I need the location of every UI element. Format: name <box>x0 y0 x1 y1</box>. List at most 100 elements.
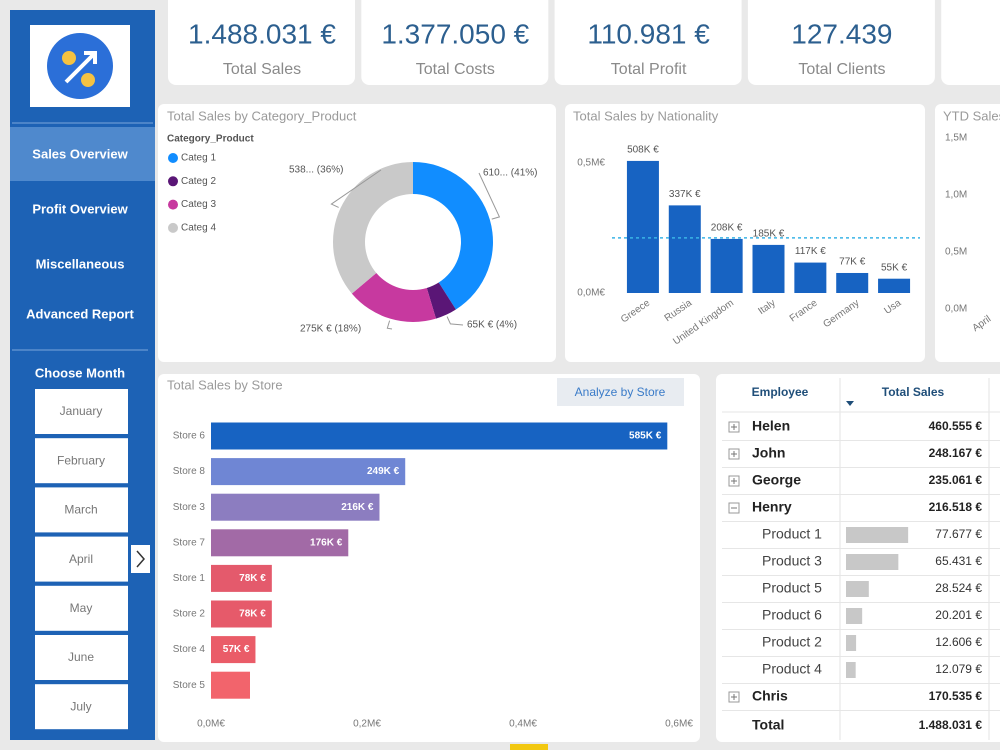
row-label: Helen <box>752 418 790 434</box>
y-tick-label: Store 1 <box>173 573 206 584</box>
month-label[interactable]: April <box>69 552 93 566</box>
total-label: Total <box>752 717 784 733</box>
data-label: 538... (36%) <box>289 165 343 176</box>
kpi-value: 110.981 € <box>587 18 710 49</box>
legend-label: Categ 1 <box>181 153 216 164</box>
bar <box>836 272 869 293</box>
bar <box>626 160 659 293</box>
bar <box>211 671 250 699</box>
y-tick-label: Store 7 <box>173 537 206 548</box>
legend-marker <box>168 199 178 210</box>
column-header: Employee <box>752 385 809 399</box>
row-label: Product 6 <box>762 607 822 623</box>
data-bar <box>846 635 857 651</box>
row-label: Product 5 <box>762 580 822 596</box>
y-tick-label: 0,5M <box>945 247 967 258</box>
month-button[interactable] <box>35 487 128 533</box>
cell-value: 12.079 € <box>935 662 982 676</box>
next-button[interactable] <box>131 545 150 573</box>
data-bar <box>846 527 909 543</box>
bar <box>668 205 701 293</box>
row-label: Product 2 <box>762 634 822 650</box>
card <box>565 104 925 362</box>
y-tick-label: Store 2 <box>173 609 206 620</box>
kpi-card <box>941 0 1000 85</box>
row-label: Product 1 <box>762 526 822 542</box>
month-button[interactable] <box>35 635 128 680</box>
bar <box>211 600 272 628</box>
chart-title: Total Sales by Store <box>167 377 283 392</box>
month-label[interactable]: June <box>68 650 94 664</box>
bar <box>710 238 743 293</box>
data-label: 208K € <box>711 223 743 234</box>
month-label[interactable]: May <box>70 601 93 615</box>
legend-marker <box>168 153 178 163</box>
bar <box>211 458 406 486</box>
month-label[interactable]: July <box>70 699 91 713</box>
row-label: Product 4 <box>762 661 822 677</box>
nav-item[interactable]: Sales Overview <box>32 146 128 161</box>
kpi-value: 127.439 <box>791 18 892 49</box>
data-label: 57K € <box>223 644 250 655</box>
chart-title: Total Sales by Category_Product <box>167 108 357 123</box>
button[interactable] <box>557 378 684 406</box>
leader-line <box>386 320 393 330</box>
leader-line <box>330 169 382 208</box>
row-label: John <box>752 445 785 461</box>
cell-value: 248.167 € <box>929 446 983 460</box>
leader-line <box>478 172 501 220</box>
donut-slice <box>333 162 413 294</box>
nav-item[interactable]: Advanced Report <box>26 306 134 321</box>
month-title: Choose Month <box>35 365 125 380</box>
x-tick-label: 0,6M€ <box>665 719 693 730</box>
data-bar <box>846 662 856 678</box>
month-label[interactable]: March <box>64 503 97 517</box>
month-label[interactable]: February <box>57 453 105 467</box>
legend-title: Category_Product <box>167 134 254 145</box>
data-bar <box>846 608 863 624</box>
nav-item[interactable]: Miscellaneous <box>36 256 125 271</box>
cell-value: 12.606 € <box>935 635 982 649</box>
month-button[interactable] <box>35 438 128 484</box>
bar <box>878 278 911 293</box>
leader-line <box>446 316 464 326</box>
y-tick-label: Store 5 <box>173 680 206 691</box>
button-label[interactable]: Analyze by Store <box>575 385 666 399</box>
data-label: 610... (41%) <box>483 168 537 179</box>
month-button[interactable] <box>35 585 128 631</box>
legend-label: Categ 4 <box>181 223 216 234</box>
data-label: 176K € <box>310 537 343 548</box>
cell-value: 460.555 € <box>929 419 983 433</box>
bar <box>794 262 827 293</box>
logo-coin <box>81 73 95 87</box>
nav-item[interactable]: Profit Overview <box>32 201 128 216</box>
y-tick-label: 1,0M <box>945 190 967 201</box>
month-button[interactable] <box>35 684 128 730</box>
data-label: 78K € <box>239 609 266 620</box>
kpi-card <box>554 0 742 85</box>
kpi-label: Total Costs <box>416 61 495 78</box>
bar <box>752 244 785 293</box>
month-button[interactable] <box>35 536 128 582</box>
y-tick-label: 0,0M <box>945 304 967 315</box>
x-tick-label: 0,0M€ <box>197 719 225 730</box>
sort-icon <box>846 401 854 406</box>
legend-label: Categ 3 <box>181 199 216 210</box>
legend-marker <box>168 176 178 187</box>
kpi-value: 1.488.031 € <box>188 18 336 49</box>
column-header: Total Sales <box>882 385 945 399</box>
data-bar <box>846 581 869 597</box>
next-icon <box>136 550 145 568</box>
data-label: 585K € <box>629 431 662 442</box>
row-label: Product 3 <box>762 553 822 569</box>
bar <box>211 493 380 521</box>
donut-slice <box>426 282 456 319</box>
data-label: 216K € <box>341 502 374 513</box>
month-label[interactable]: January <box>60 404 103 418</box>
month-button[interactable] <box>35 389 128 434</box>
kpi-card <box>168 0 355 85</box>
x-tick-label: 0,2M€ <box>353 719 381 730</box>
card <box>935 104 1000 362</box>
kpi-label: Total Profit <box>611 61 687 78</box>
